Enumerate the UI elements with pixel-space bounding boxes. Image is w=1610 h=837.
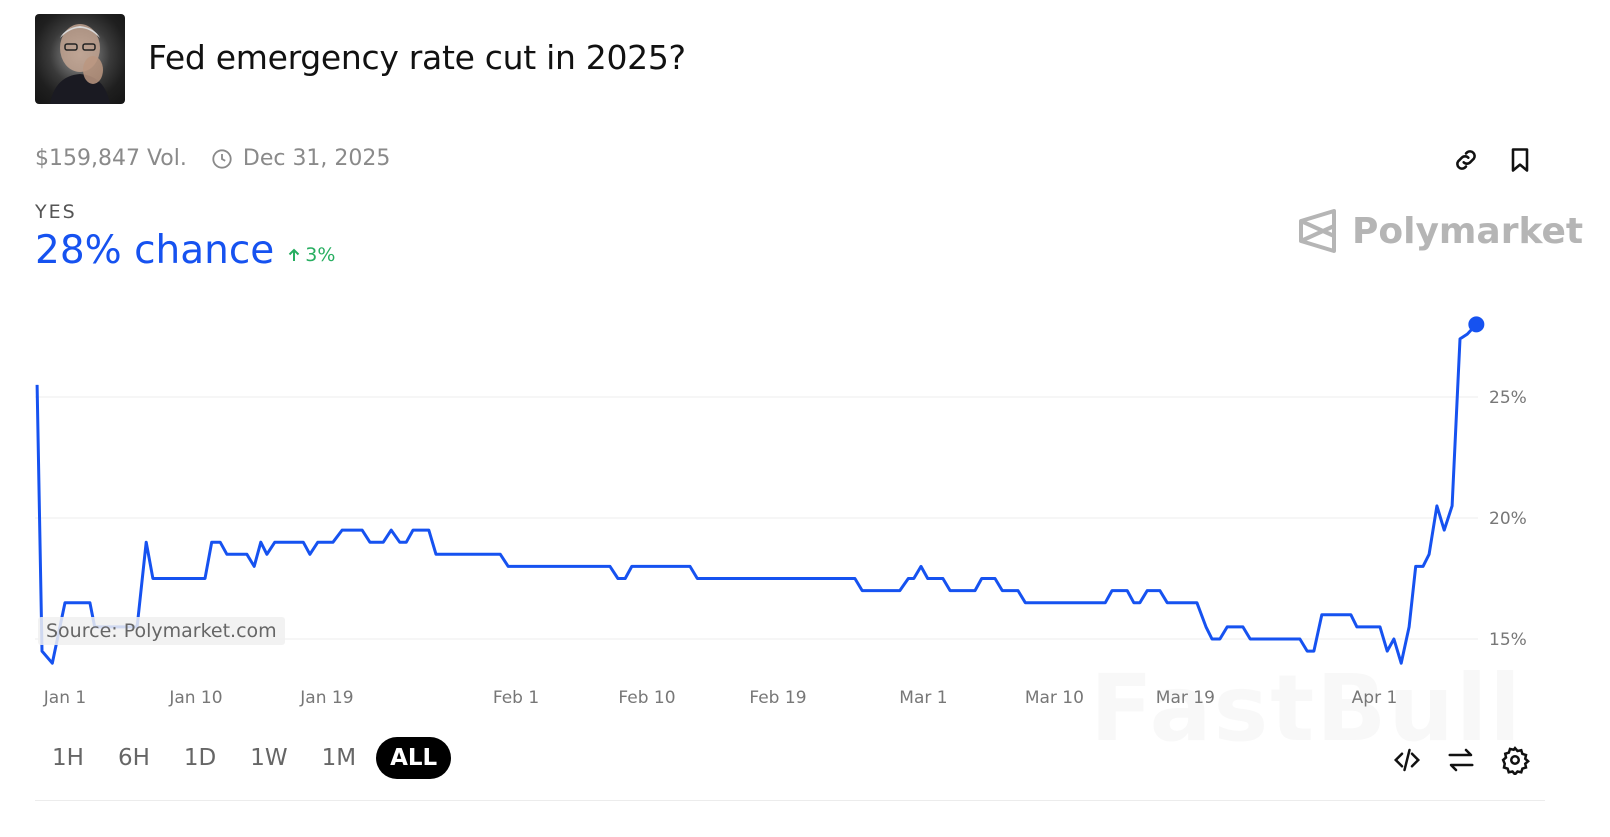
portrait-photo — [50, 24, 110, 104]
end-date: Dec 31, 2025 — [242, 146, 391, 171]
chart-actions — [1392, 745, 1531, 779]
series-line — [35, 323, 1478, 665]
gear-icon[interactable] — [1500, 745, 1531, 779]
arrow-up-icon — [289, 248, 300, 261]
y-tick-label: 25% — [1489, 388, 1527, 408]
market-image — [35, 14, 125, 104]
polymarket-logo — [1299, 209, 1336, 253]
change-value: 3% — [305, 244, 336, 266]
bookmark-icon[interactable] — [1506, 146, 1534, 178]
timeframe-6h[interactable]: 6H — [117, 745, 150, 771]
chance-value: 28% chance — [35, 228, 275, 273]
brand: Polymarket — [1298, 208, 1583, 254]
x-tick-label: Mar 19 — [1156, 688, 1215, 708]
volume: $159,847 Vol. — [35, 146, 187, 171]
x-tick-label: Mar 10 — [1025, 688, 1084, 708]
source-note: Source: Polymarket.com — [38, 617, 285, 645]
change-badge: 3% — [286, 244, 335, 266]
current-value-marker — [1468, 316, 1485, 333]
x-tick-label: Mar 1 — [899, 688, 947, 708]
top-actions — [1452, 146, 1534, 178]
clock-icon — [211, 148, 233, 170]
divider — [35, 800, 1545, 801]
x-tick-label: Apr 1 — [1352, 688, 1398, 708]
link-icon[interactable] — [1452, 146, 1480, 178]
timeframe-1d[interactable]: 1D — [183, 745, 217, 771]
x-tick-label: Feb 1 — [493, 688, 539, 708]
timeframe-1m[interactable]: 1M — [321, 745, 357, 771]
timeframe-1w[interactable]: 1W — [250, 745, 288, 771]
brand-name: Polymarket — [1352, 210, 1584, 252]
timeframe-all[interactable]: ALL — [376, 737, 452, 779]
market-meta: $159,847 Vol. Dec 31, 2025 — [35, 146, 390, 171]
x-tick-label: Jan 19 — [299, 688, 353, 708]
timeframe-1h[interactable]: 1H — [52, 745, 84, 771]
code-icon[interactable] — [1392, 745, 1422, 779]
timeframe-selector: 1H 6H 1D 1W 1M ALL — [38, 737, 452, 779]
watermark: FastBull — [1090, 655, 1523, 762]
outcome-label: YES — [35, 201, 77, 223]
x-tick-label: Jan 10 — [168, 688, 222, 708]
swap-arrows-icon[interactable] — [1446, 745, 1476, 779]
y-tick-label: 15% — [1489, 630, 1527, 650]
x-tick-label: Feb 10 — [618, 688, 675, 708]
page-title: Fed emergency rate cut in 2025? — [148, 38, 686, 77]
x-tick-label: Feb 19 — [749, 688, 806, 708]
x-tick-label: Jan 1 — [43, 688, 86, 708]
y-tick-label: 20% — [1489, 509, 1527, 529]
chance-display: 28% chance 3% — [35, 228, 335, 273]
